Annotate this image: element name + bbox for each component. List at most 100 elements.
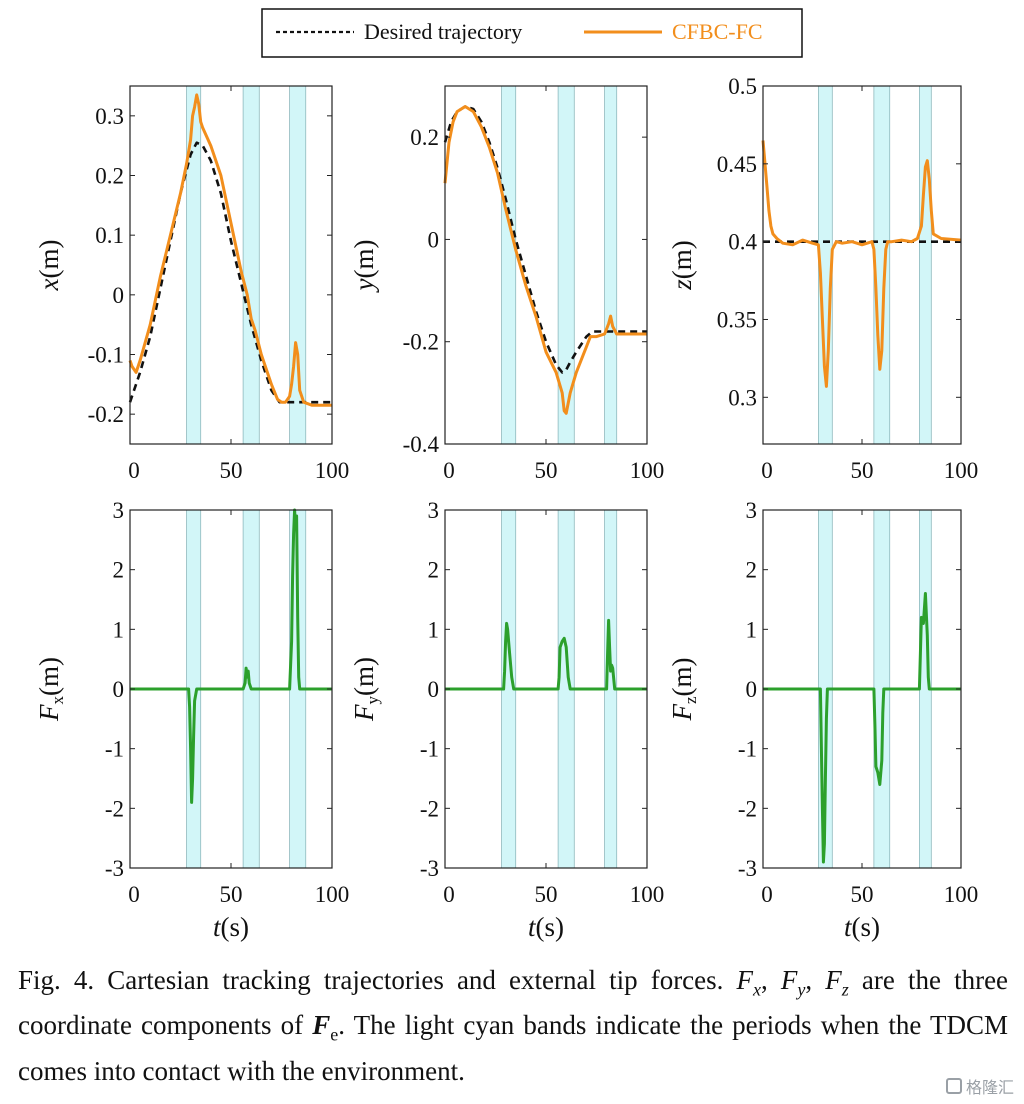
watermark-text: 格隆汇 [965, 1078, 1014, 1097]
contact-band [604, 85, 618, 445]
y-tick-label: 0.3 [95, 104, 124, 129]
y-tick-label: 0.1 [95, 223, 124, 248]
cfbc-fc-line [443, 105, 647, 415]
y-axis-label: Fx(m) [34, 657, 67, 722]
y-tick-label: 2 [113, 558, 125, 583]
caption-sym-fy: F [780, 965, 798, 995]
y-tick-label: -0.2 [403, 330, 439, 355]
contact-band [186, 85, 202, 445]
y-tick-label: -3 [420, 856, 439, 881]
y-tick-label: -0.1 [88, 343, 124, 368]
chart-panel-2: -0.4 -0.2 0 0.2 0 50 100 y(m) [349, 85, 665, 483]
watermark: 格隆汇 [945, 1074, 1014, 1098]
x-tick-label: 0 [761, 882, 773, 907]
force-series-line [130, 508, 332, 804]
chart-panels: -0.2-0.100.10.20.30 50 100x(m)-0.4-0.200.2… [34, 74, 978, 942]
caption-sym-fz: F [825, 965, 842, 995]
cfbc-fc-line [128, 93, 332, 407]
x-tick-label: 100 [630, 882, 665, 907]
chart-panel-5: -3 -2 -1 0 1 2 3 0 50 100 Fy(m) t(s) [349, 498, 664, 942]
x-axis-label: t(s) [213, 912, 249, 942]
contact-band [242, 85, 260, 445]
y-tick-label: 0 [113, 677, 125, 702]
y-tick-label: -0.2 [88, 402, 124, 427]
y-tick-label: 3 [428, 498, 440, 523]
caption-fig-label: Fig. 4. [18, 965, 95, 995]
x-tick-label: 50 [220, 458, 243, 483]
y-tick-label: 0 [746, 677, 758, 702]
y-tick-label: -2 [738, 796, 757, 821]
y-tick-label: 3 [113, 498, 125, 523]
caption-sym-fe-sub: e [330, 1024, 339, 1045]
y-tick-label: 1 [746, 617, 758, 642]
x-tick-label: 0 [443, 458, 455, 483]
y-axis-label: Fy(m) [349, 657, 382, 722]
watermark-logo-icon [945, 1078, 962, 1094]
legend: Desired trajectory CFBC-FC [261, 8, 803, 58]
y-tick-label: 1 [113, 617, 125, 642]
x-tick-label: 50 [535, 882, 558, 907]
figure: Desired trajectory CFBC-FC -0.2 -0.1 0 0.1 0… [34, 8, 978, 942]
x-tick-label: 0 [128, 458, 140, 483]
caption-sym-fz-sub: z [841, 979, 849, 1000]
y-axis-label: Fz(m) [667, 657, 700, 721]
y-tick-label: 0 [113, 283, 125, 308]
y-axis-label: z(m) [667, 240, 697, 291]
legend-actual-label: CFBC-FC [672, 19, 763, 44]
y-tick-label: 0 [428, 677, 440, 702]
legend-desired-label: Desired trajectory [364, 19, 522, 44]
y-tick-label: 0.35 [717, 307, 757, 332]
y-tick-label: -2 [105, 796, 124, 821]
caption-sym-fx-sub: x [753, 979, 762, 1000]
y-tick-label: 0.5 [728, 74, 757, 99]
force-series-line [763, 592, 961, 864]
x-tick-label: 100 [630, 458, 665, 483]
caption-sym-fx: F [736, 965, 754, 995]
y-tick-label: 2 [428, 558, 440, 583]
y-tick-label: -3 [738, 856, 757, 881]
x-tick-label: 100 [315, 458, 350, 483]
x-axis-label: t(s) [528, 912, 564, 942]
caption-text-1: Cartesian tracking trajectories and exte… [94, 965, 737, 995]
legend-box [261, 8, 803, 58]
y-tick-label: -3 [105, 856, 124, 881]
x-tick-label: 0 [128, 882, 140, 907]
y-tick-label: -1 [420, 737, 439, 762]
chart-panel-4: -3 -2 -1 0 1 2 3 0 50 100 Fx(m) t(s) [34, 498, 349, 942]
chart-panel-6: -3 -2 -1 0 1 2 3 0 50 100 Fz(m) t(s) [667, 498, 978, 942]
contact-band [873, 85, 891, 445]
caption-sym-fy-sub: y [797, 979, 806, 1000]
y-tick-label: -1 [738, 737, 757, 762]
x-tick-label: 50 [220, 882, 243, 907]
y-tick-label: 2 [746, 558, 758, 583]
y-tick-label: 0.45 [717, 152, 757, 177]
caption-sym-fe: F [312, 1010, 331, 1041]
y-axis-label: x(m) [34, 240, 64, 292]
y-tick-label: -0.4 [403, 432, 440, 457]
x-tick-label: 0 [761, 458, 773, 483]
contact-band [501, 85, 517, 445]
y-tick-label: 0.4 [728, 230, 757, 255]
y-tick-label: 0.2 [410, 125, 439, 150]
force-series-line [445, 618, 647, 691]
y-tick-label: 3 [746, 498, 758, 523]
y-axis-label: y(m) [349, 240, 379, 294]
y-tick-label: 0.3 [728, 385, 757, 410]
chart-panel-1: -0.2 -0.1 0 0.1 0.2 0.3 0 50 100 x(m) [34, 85, 350, 483]
chart-panel-3: 0.3 0.35 0.4 0.45 0.5 0 50 100 z(m) [667, 74, 978, 483]
y-tick-label: -2 [420, 796, 439, 821]
y-tick-label: -1 [105, 737, 124, 762]
y-tick-label: 1 [428, 617, 440, 642]
x-tick-label: 0 [443, 882, 455, 907]
x-axis-label: t(s) [844, 912, 880, 942]
x-tick-label: 100 [944, 458, 979, 483]
figure-caption: Fig. 4. Cartesian tracking trajectories … [18, 965, 1009, 1086]
x-tick-label: 50 [851, 458, 874, 483]
y-tick-label: 0 [428, 227, 440, 252]
x-tick-label: 50 [535, 458, 558, 483]
caption-text-2: are the three coordinate components of [18, 965, 1009, 1041]
caption-text-3: . The light cyan bands indicate the peri… [18, 1010, 1008, 1086]
contact-band [919, 85, 932, 445]
y-tick-label: 0.2 [95, 164, 124, 189]
x-tick-label: 100 [944, 882, 979, 907]
